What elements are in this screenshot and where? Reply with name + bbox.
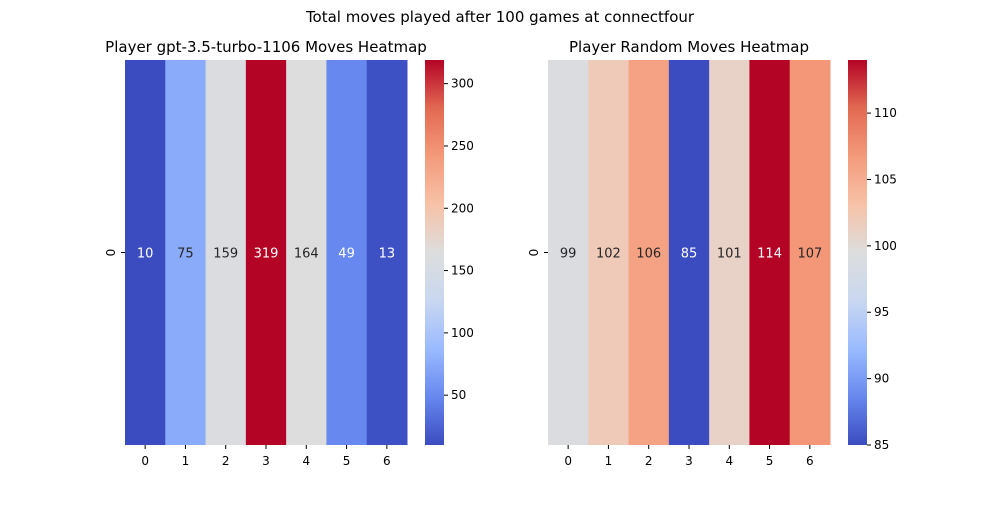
x-tick-label-gpt-5: 5 — [343, 454, 351, 468]
x-tick-label-gpt-3: 3 — [262, 454, 270, 468]
figure-suptitle: Total moves played after 100 games at co… — [305, 8, 695, 26]
cell-value-random-6: 107 — [797, 247, 822, 262]
heatmap-cell-gpt-3 — [245, 60, 287, 445]
heatmap-cell-gpt-5 — [326, 60, 368, 445]
colorbar-tick-label-gpt-2: 150 — [451, 264, 474, 278]
cell-value-gpt-1: 75 — [177, 247, 194, 262]
heatmap-cell-gpt-6 — [366, 60, 408, 445]
cell-value-random-3: 85 — [681, 247, 698, 262]
colorbar-random — [848, 60, 867, 445]
heatmap-cell-random-5 — [749, 60, 791, 445]
x-tick-label-random-4: 4 — [725, 454, 733, 468]
x-tick-label-random-2: 2 — [645, 454, 653, 468]
cell-value-random-4: 101 — [717, 247, 742, 262]
x-tick-label-random-0: 0 — [564, 454, 572, 468]
x-tick-label-random-5: 5 — [766, 454, 774, 468]
heatmap-cell-gpt-1 — [165, 60, 207, 445]
panel-title-random: Player Random Moves Heatmap — [569, 38, 809, 56]
heatmap-panel-gpt: Player gpt-3.5-turbo-1106 Moves Heatmap 1… — [104, 38, 474, 468]
heatmap-cell-random-6 — [789, 60, 831, 445]
cell-value-random-5: 114 — [757, 247, 782, 262]
panel-title-gpt: Player gpt-3.5-turbo-1106 Moves Heatmap — [105, 38, 427, 56]
heatmap-cell-gpt-4 — [286, 60, 327, 445]
colorbar-tick-label-gpt-5: 300 — [451, 77, 474, 91]
cell-value-random-2: 106 — [636, 247, 661, 262]
cell-value-gpt-3: 319 — [254, 247, 279, 262]
colorbar-gpt — [425, 60, 444, 445]
x-tick-label-random-3: 3 — [685, 454, 693, 468]
y-tick-label-gpt: 0 — [104, 249, 118, 257]
heatmap-cell-random-3 — [668, 60, 710, 445]
cell-value-gpt-2: 159 — [213, 247, 238, 262]
x-tick-label-random-6: 6 — [806, 454, 814, 468]
x-tick-label-gpt-6: 6 — [383, 454, 391, 468]
y-tick-label-random: 0 — [527, 249, 541, 257]
heatmap-cell-gpt-2 — [205, 60, 247, 445]
heatmap-cell-random-4 — [709, 60, 750, 445]
x-tick-label-random-1: 1 — [605, 454, 613, 468]
x-tick-label-gpt-0: 0 — [141, 454, 149, 468]
cell-value-gpt-0: 10 — [137, 247, 154, 262]
cell-value-random-1: 102 — [596, 247, 621, 262]
heatmap-cell-gpt-0 — [125, 60, 166, 445]
heatmap-cell-random-0 — [548, 60, 589, 445]
heatmap-cell-random-2 — [628, 60, 670, 445]
colorbar-tick-label-random-4: 105 — [874, 172, 897, 186]
colorbar-tick-label-random-0: 85 — [874, 438, 889, 452]
colorbar-tick-label-random-1: 90 — [874, 372, 889, 386]
colorbar-tick-label-random-5: 110 — [874, 106, 897, 120]
colorbar-tick-label-gpt-0: 50 — [451, 388, 466, 402]
x-tick-label-gpt-4: 4 — [302, 454, 310, 468]
cell-value-gpt-4: 164 — [294, 247, 319, 262]
x-tick-label-gpt-1: 1 — [182, 454, 190, 468]
colorbar-tick-label-gpt-1: 100 — [451, 326, 474, 340]
cell-value-gpt-5: 49 — [338, 247, 355, 262]
colorbar-tick-label-gpt-4: 250 — [451, 139, 474, 153]
cell-value-random-0: 99 — [560, 247, 577, 262]
heatmap-cell-random-1 — [588, 60, 630, 445]
x-tick-label-gpt-2: 2 — [222, 454, 230, 468]
colorbar-tick-label-random-3: 100 — [874, 239, 897, 253]
colorbar-tick-label-random-2: 95 — [874, 305, 889, 319]
cell-value-gpt-6: 13 — [379, 247, 396, 262]
colorbar-tick-label-gpt-3: 200 — [451, 201, 474, 215]
